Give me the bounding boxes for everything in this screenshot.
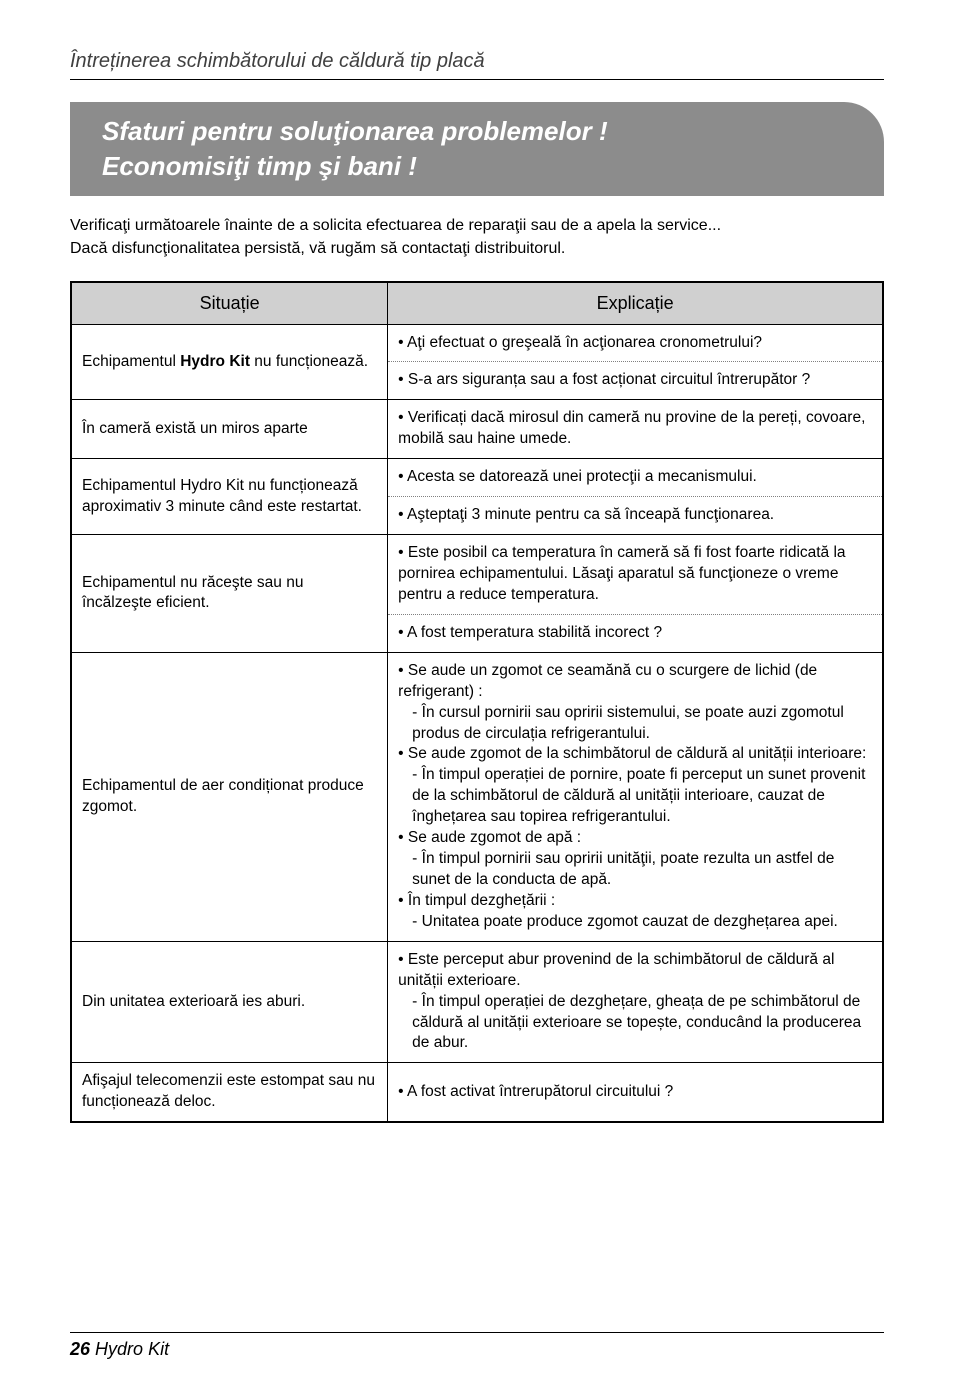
intro-line1: Verificaţi următoarele înainte de a soli… xyxy=(70,214,884,237)
table-row: În cameră există un miros aparte • Verif… xyxy=(71,400,883,459)
bullet: • În timpul dezghețării : xyxy=(398,891,872,912)
section-header: Întreținerea schimbătorului de căldură t… xyxy=(70,50,884,80)
situation-cell: Echipamentul nu răceşte sau nu încălzeşt… xyxy=(71,535,388,653)
sub-bullet: - În timpul operației de dezghețare, ghe… xyxy=(398,992,872,1055)
sub-bullet: - În timpul pornirii sau opririi unităţi… xyxy=(398,849,872,891)
table-row: Din unitatea exterioară ies aburi. • Est… xyxy=(71,941,883,1063)
explanation-cell: • Este perceput abur provenind de la sch… xyxy=(388,941,883,1063)
banner-line1: Sfaturi pentru soluţionarea problemelor … xyxy=(102,114,864,149)
table-row: Afişajul telecomenzii este estompat sau … xyxy=(71,1063,883,1122)
page-footer: 26 Hydro Kit xyxy=(70,1332,884,1360)
col-situation: Situație xyxy=(71,282,388,325)
tips-banner: Sfaturi pentru soluţionarea problemelor … xyxy=(70,102,884,196)
bullet: • Se aude un zgomot ce seamănă cu o scur… xyxy=(398,661,872,703)
sub-bullet: - În timpul operației de pornire, poate … xyxy=(398,765,872,828)
explanation-cell: • Se aude un zgomot ce seamănă cu o scur… xyxy=(388,652,883,941)
table-row: Echipamentul Hydro Kit nu funcționează a… xyxy=(71,459,883,497)
situation-cell: În cameră există un miros aparte xyxy=(71,400,388,459)
sub-bullet: - În cursul pornirii sau opririi sistemu… xyxy=(398,703,872,745)
bullet: • Este perceput abur provenind de la sch… xyxy=(398,950,872,992)
table-row: Echipamentul de aer condiționat produce … xyxy=(71,652,883,941)
table-row: Echipamentul nu răceşte sau nu încălzeşt… xyxy=(71,535,883,615)
situation-cell: Echipamentul de aer condiționat produce … xyxy=(71,652,388,941)
banner-line2: Economisiţi timp şi bani ! xyxy=(102,149,864,184)
col-explanation: Explicație xyxy=(388,282,883,325)
footer-title: Hydro Kit xyxy=(95,1339,169,1359)
situation-cell: Afişajul telecomenzii este estompat sau … xyxy=(71,1063,388,1122)
bullet: • Se aude zgomot de apă : xyxy=(398,828,872,849)
explanation-cell: • A fost temperatura stabilită incorect … xyxy=(388,614,883,652)
table-row: Echipamentul Hydro Kit nu funcționează. … xyxy=(71,324,883,362)
situation-cell: Din unitatea exterioară ies aburi. xyxy=(71,941,388,1063)
intro-text: Verificaţi următoarele înainte de a soli… xyxy=(70,214,884,260)
explanation-cell: • S-a ars siguranța sau a fost acționat … xyxy=(388,362,883,400)
page-number: 26 xyxy=(70,1339,90,1359)
explanation-cell: • A fost activat întrerupătorul circuitu… xyxy=(388,1063,883,1122)
sub-bullet: - Unitatea poate produce zgomot cauzat d… xyxy=(398,912,872,933)
situation-cell: Echipamentul Hydro Kit nu funcționează a… xyxy=(71,459,388,535)
bullet: • Se aude zgomot de la schimbătorul de c… xyxy=(398,744,872,765)
explanation-cell: • Acesta se datorează unei protecţii a m… xyxy=(388,459,883,497)
troubleshooting-table: Situație Explicație Echipamentul Hydro K… xyxy=(70,281,884,1124)
situation-cell: Echipamentul Hydro Kit nu funcționează. xyxy=(71,324,388,400)
explanation-cell: • Aţi efectuat o greşeală în acţionarea … xyxy=(388,324,883,362)
explanation-cell: • Verificați dacă mirosul din cameră nu … xyxy=(388,400,883,459)
intro-line2: Dacă disfuncţionalitatea persistă, vă ru… xyxy=(70,237,884,260)
table-header-row: Situație Explicație xyxy=(71,282,883,325)
explanation-cell: • Este posibil ca temperatura în cameră … xyxy=(388,535,883,615)
explanation-cell: • Aşteptaţi 3 minute pentru ca să înceap… xyxy=(388,497,883,535)
